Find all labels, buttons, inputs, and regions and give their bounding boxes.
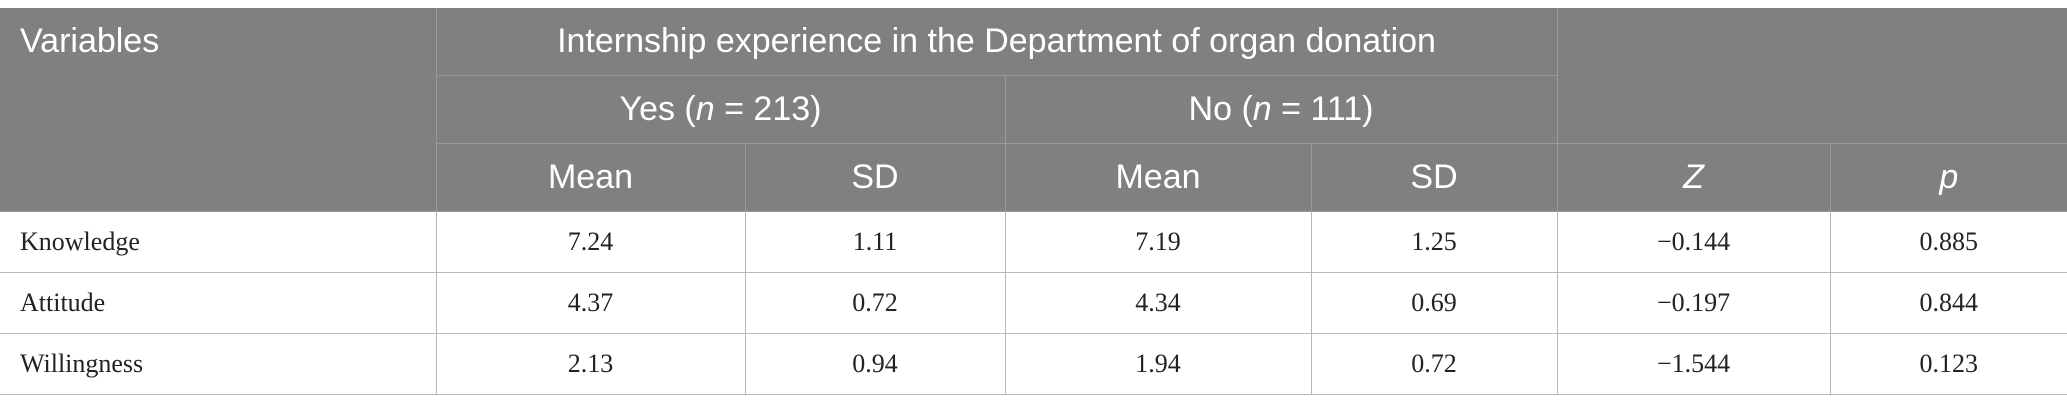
table-header: Variables Internship experience in the D…: [0, 8, 2067, 212]
table-row-willingness: Willingness 2.13 0.94 1.94 0.72 −1.544 0…: [0, 333, 2067, 395]
row-variable: Knowledge: [0, 211, 437, 273]
no-mean-cell: 4.34: [1004, 272, 1312, 334]
row-variable: Attitude: [0, 272, 437, 334]
yes-prefix: Yes (: [619, 90, 696, 128]
no-n-symbol: n: [1252, 90, 1272, 128]
z-cell: −1.544: [1556, 333, 1831, 395]
yes-mean-cell: 2.13: [435, 333, 746, 395]
z-cell: −0.197: [1556, 272, 1831, 334]
z-cell: −0.144: [1556, 211, 1831, 273]
yes-sd-cell: 0.72: [744, 272, 1006, 334]
no-mean-cell: 1.94: [1004, 333, 1312, 395]
table-row-attitude: Attitude 4.37 0.72 4.34 0.69 −0.197 0.84…: [0, 272, 2067, 334]
no-mean-header: Mean: [1004, 143, 1312, 212]
no-prefix: No (: [1188, 90, 1253, 128]
yes-mean-cell: 7.24: [435, 211, 746, 273]
results-table: Variables Internship experience in the D…: [0, 8, 2067, 395]
no-n-value: = 111): [1271, 90, 1374, 128]
p-cell: 0.844: [1829, 272, 2067, 334]
p-cell: 0.123: [1829, 333, 2067, 395]
no-sd-cell: 0.69: [1310, 272, 1558, 334]
group-title-header: Internship experience in the Department …: [435, 8, 1558, 76]
variables-header: Variables: [0, 8, 437, 212]
yes-n-value: = 213): [714, 90, 822, 128]
no-sd-cell: 1.25: [1310, 211, 1558, 273]
z-header: Z: [1556, 143, 1831, 212]
yes-sd-cell: 1.11: [744, 211, 1006, 273]
header-row-1: Variables Internship experience in the D…: [0, 8, 2067, 212]
yes-mean-cell: 4.37: [435, 272, 746, 334]
table-row-knowledge: Knowledge 7.24 1.11 7.19 1.25 −0.144 0.8…: [0, 211, 2067, 273]
row-variable: Willingness: [0, 333, 437, 395]
no-sd-cell: 0.72: [1310, 333, 1558, 395]
yes-n-symbol: n: [695, 90, 715, 128]
no-sd-header: SD: [1310, 143, 1558, 212]
yes-sd-cell: 0.94: [744, 333, 1006, 395]
p-header: p: [1829, 143, 2067, 212]
table-body: Knowledge 7.24 1.11 7.19 1.25 −0.144 0.8…: [0, 211, 2067, 395]
p-cell: 0.885: [1829, 211, 2067, 273]
yes-group-header: Yes (n = 213): [436, 75, 1006, 144]
no-group-header: No (n = 111): [1004, 75, 1558, 144]
yes-mean-header: Mean: [436, 143, 746, 212]
empty-header-cell: [1556, 8, 2067, 144]
header-row-2: Yes (n = 213) No (n = 111): [0, 75, 2067, 144]
yes-sd-header: SD: [744, 143, 1006, 212]
no-mean-cell: 7.19: [1004, 211, 1312, 273]
